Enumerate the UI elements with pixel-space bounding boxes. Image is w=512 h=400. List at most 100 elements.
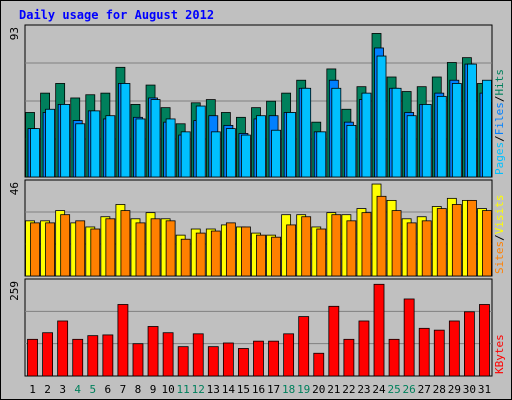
x-label-day-24: 24 bbox=[372, 383, 386, 396]
x-label-day-6: 6 bbox=[105, 383, 112, 396]
bar-kbytes-day-19 bbox=[298, 316, 310, 377]
bar-sites-day-10 bbox=[165, 220, 176, 277]
bar-sites-day-17 bbox=[271, 236, 281, 277]
x-label-day-19: 19 bbox=[297, 383, 310, 396]
bar-pages-day-24 bbox=[376, 55, 387, 178]
x-label-day-25: 25 bbox=[387, 383, 400, 396]
bar-pages-day-8 bbox=[135, 118, 146, 178]
bar-sites-day-13 bbox=[210, 230, 221, 277]
bar-sites-day-7 bbox=[120, 210, 131, 277]
bar-sites-day-20 bbox=[316, 228, 327, 277]
side-legend-part: Visits bbox=[493, 195, 506, 235]
bar-kbytes-day-7 bbox=[117, 304, 129, 377]
y-max-label: 46 bbox=[8, 182, 21, 195]
bar-pages-day-12 bbox=[195, 105, 206, 178]
bar-pages-day-17 bbox=[271, 129, 281, 178]
bar-sites-day-31 bbox=[482, 210, 492, 277]
y-max-label: 259 bbox=[8, 281, 21, 301]
bar-pages-day-19 bbox=[301, 87, 312, 178]
bar-sites-day-9 bbox=[150, 218, 161, 277]
side-legend-part: Files bbox=[493, 102, 506, 135]
bar-sites-day-21 bbox=[331, 214, 342, 277]
bar-pages-day-3 bbox=[60, 104, 71, 178]
x-label-day-4: 4 bbox=[74, 383, 81, 396]
bar-pages-day-21 bbox=[331, 87, 342, 178]
x-label-day-28: 28 bbox=[433, 383, 446, 396]
bar-kbytes-day-20 bbox=[313, 352, 325, 377]
panel-kbytes: 259 KBytes bbox=[8, 278, 506, 377]
bar-sites-day-26 bbox=[406, 222, 417, 277]
x-label-day-16: 16 bbox=[252, 383, 265, 396]
x-label-day-18: 18 bbox=[282, 383, 295, 396]
bar-sites-day-14 bbox=[225, 222, 236, 277]
bar-kbytes-day-10 bbox=[162, 332, 174, 377]
bar-sites-day-28 bbox=[436, 208, 447, 277]
x-label-day-2: 2 bbox=[44, 383, 51, 396]
bar-sites-day-19 bbox=[301, 216, 312, 277]
bar-sites-day-24 bbox=[376, 195, 387, 277]
bar-kbytes-day-26 bbox=[403, 298, 415, 377]
bar-pages-day-28 bbox=[436, 95, 447, 178]
chart-title: Daily usage for August 2012 bbox=[19, 8, 214, 22]
bar-pages-day-6 bbox=[105, 115, 116, 178]
bar-sites-day-18 bbox=[286, 224, 297, 277]
bar-kbytes-day-4 bbox=[72, 338, 84, 377]
bar-sites-day-1 bbox=[30, 222, 40, 277]
bar-sites-day-23 bbox=[361, 212, 372, 277]
bar-pages-day-2 bbox=[45, 108, 55, 178]
bar-pages-day-15 bbox=[241, 134, 251, 178]
bar-sites-day-3 bbox=[60, 214, 71, 277]
bar-pages-day-4 bbox=[75, 123, 86, 178]
x-label-day-8: 8 bbox=[135, 383, 142, 396]
bar-kbytes-day-27 bbox=[418, 327, 430, 377]
bar-kbytes-day-23 bbox=[358, 320, 370, 377]
x-label-day-7: 7 bbox=[120, 383, 127, 396]
bar-kbytes-day-15 bbox=[238, 348, 249, 377]
x-label-day-5: 5 bbox=[89, 383, 96, 396]
x-label-day-22: 22 bbox=[342, 383, 355, 396]
x-axis-labels: 1 2 3 4 5 6 7 8 9 10 11 12 13 14 15 16 17 18 19 20 21 22 23 24 2… bbox=[29, 383, 491, 396]
bar-sites-day-2 bbox=[45, 222, 55, 277]
side-legend-part: KBytes bbox=[493, 334, 506, 374]
side-legend-part: Hits bbox=[493, 69, 506, 96]
bar-kbytes-day-6 bbox=[102, 334, 114, 377]
x-label-day-12: 12 bbox=[192, 383, 205, 396]
x-label-day-17: 17 bbox=[267, 383, 280, 396]
bar-pages-day-25 bbox=[391, 87, 402, 178]
bar-sites-day-11 bbox=[180, 238, 191, 277]
x-label-day-29: 29 bbox=[448, 383, 461, 396]
side-legend-part: / bbox=[493, 234, 506, 241]
side-legend-part: Sites bbox=[493, 241, 506, 274]
bar-kbytes-day-8 bbox=[132, 343, 144, 377]
bar-sites-day-15 bbox=[241, 226, 251, 277]
bar-sites-day-12 bbox=[195, 232, 206, 277]
bar-pages-day-11 bbox=[180, 131, 191, 178]
x-label-day-27: 27 bbox=[418, 383, 431, 396]
bar-pages-day-26 bbox=[406, 115, 417, 178]
bar-sites-day-6 bbox=[105, 218, 116, 277]
bar-pages-day-1 bbox=[30, 128, 40, 178]
bar-sites-day-5 bbox=[90, 228, 101, 277]
bar-kbytes-day-13 bbox=[207, 346, 219, 377]
y-max-label: 93 bbox=[8, 27, 21, 40]
side-legend-part: Pages bbox=[493, 142, 506, 175]
bar-kbytes-day-22 bbox=[343, 338, 355, 377]
x-label-day-15: 15 bbox=[237, 383, 250, 396]
bar-sites-day-30 bbox=[467, 199, 477, 277]
bar-kbytes-day-16 bbox=[253, 340, 264, 377]
bar-kbytes-day-2 bbox=[42, 332, 53, 377]
x-label-day-20: 20 bbox=[312, 383, 325, 396]
side-legend-label: Sites/Visits bbox=[493, 195, 506, 275]
bar-kbytes-day-11 bbox=[177, 346, 189, 377]
bar-pages-day-27 bbox=[421, 104, 432, 178]
bar-pages-day-5 bbox=[90, 110, 101, 178]
bar-kbytes-day-17 bbox=[268, 340, 279, 377]
bar-pages-day-29 bbox=[451, 83, 462, 178]
bar-kbytes-day-25 bbox=[388, 338, 400, 377]
bar-kbytes-day-5 bbox=[87, 335, 99, 377]
bar-pages-day-13 bbox=[210, 131, 221, 178]
side-legend-part: / bbox=[493, 96, 506, 103]
bar-kbytes-day-18 bbox=[283, 333, 295, 377]
bar-kbytes-day-1 bbox=[27, 338, 38, 377]
